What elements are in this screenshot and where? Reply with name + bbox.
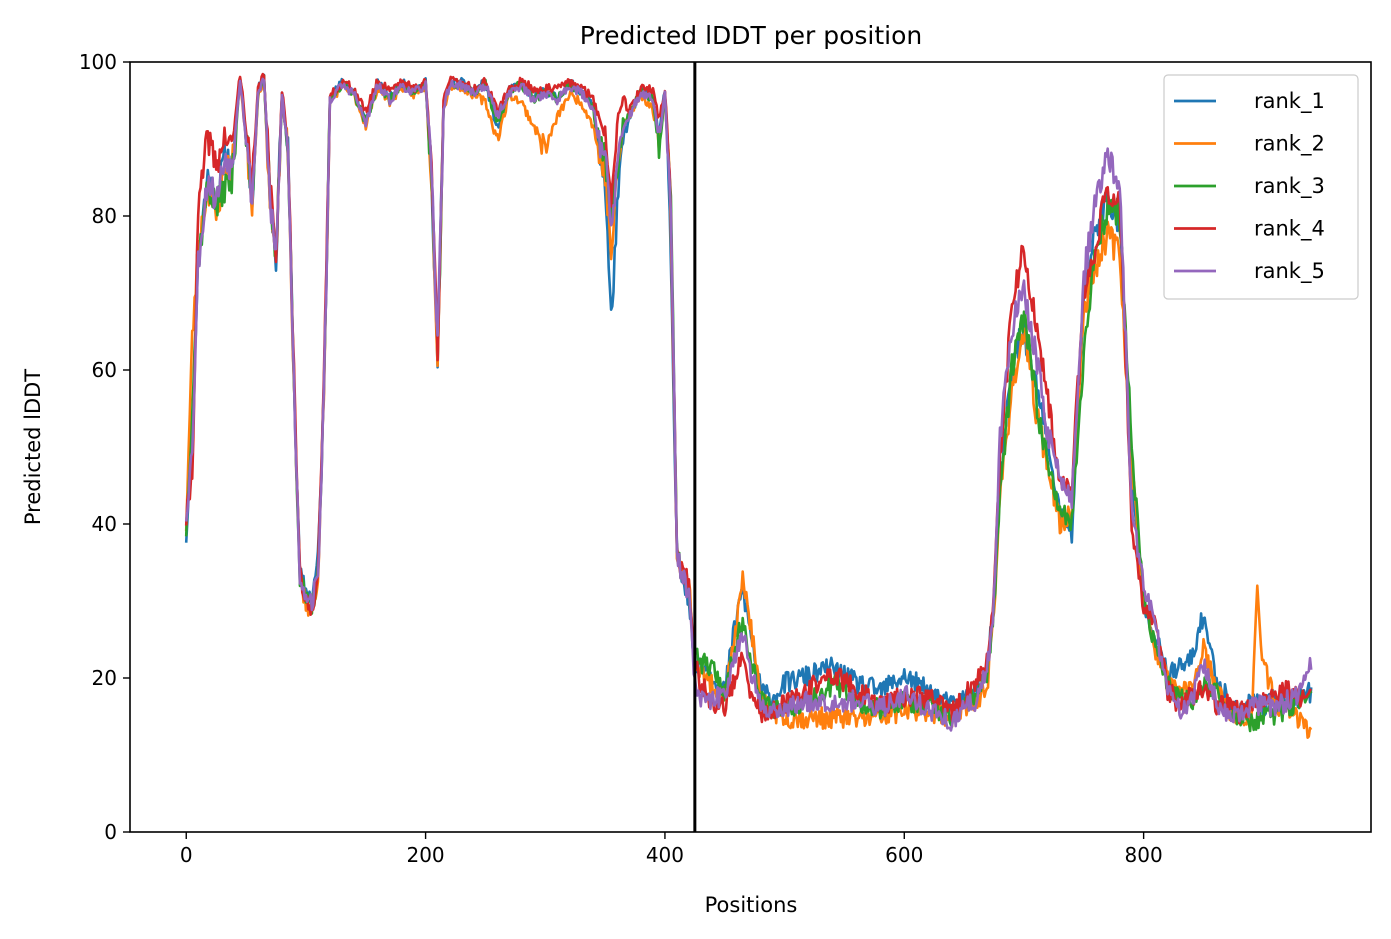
legend-box [1163,74,1359,300]
legend-label-rank_1: rank_1 [1254,89,1325,114]
x-tick-label: 600 [885,843,923,867]
y-tick-label: 80 [92,204,117,228]
legend: rank_1 rank_2 rank_3 rank_4 rank_5 [1163,74,1359,300]
x-tick-label: 400 [646,843,684,867]
legend-label-rank_3: rank_3 [1254,174,1325,199]
x-axis: 0 200 400 600 800 [180,832,1163,867]
plot-frame [129,61,1372,833]
y-tick-label: 0 [104,820,117,844]
series-line-rank_3 [184,74,1313,733]
legend-label-rank_4: rank_4 [1254,217,1325,242]
y-axis-title: Predicted lDDT [21,369,45,525]
series-line-rank_5 [184,77,1313,732]
y-tick-label: 100 [79,50,117,74]
y-tick-label: 40 [92,512,117,536]
legend-label-rank_5: rank_5 [1254,259,1325,284]
y-tick-label: 60 [92,358,117,382]
plot-lines [184,72,1313,740]
x-tick-label: 800 [1125,843,1163,867]
chart-title: Predicted lDDT per position [580,21,922,50]
x-tick-label: 0 [180,843,193,867]
y-tick-label: 20 [92,666,117,690]
x-tick-label: 200 [406,843,444,867]
y-axis: 0 20 40 60 80 100 [79,50,130,844]
x-axis-title: Positions [705,893,798,917]
legend-label-rank_2: rank_2 [1254,132,1325,157]
series-line-rank_2 [184,76,1313,740]
